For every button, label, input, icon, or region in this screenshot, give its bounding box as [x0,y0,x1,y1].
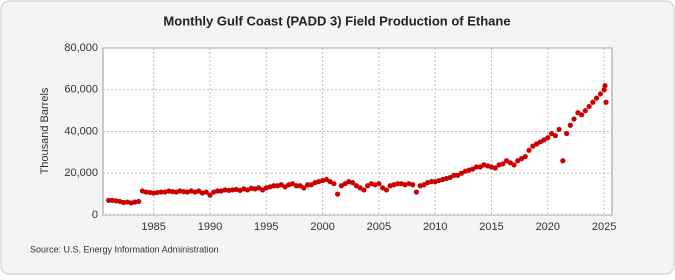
point [515,158,521,164]
point [305,182,311,188]
point [593,95,600,101]
point [271,183,277,189]
y-axis-label: Thousand Barrels [39,87,51,174]
point [564,130,570,137]
y-tick-label: 0 [92,209,98,221]
point [132,199,138,205]
point [578,112,585,118]
point [361,187,367,193]
point [552,133,558,139]
point [571,116,577,122]
point [177,188,183,194]
source: Source: U.S. Energy Information Administ… [30,244,219,254]
x-tick-label: 1985 [141,221,165,233]
point [500,161,506,167]
point [207,192,213,198]
point [380,185,386,191]
y-tick-label: 20,000 [64,167,98,179]
point [357,185,363,191]
x-tick-label: 2025 [592,221,616,233]
point [410,182,416,188]
point [567,122,573,128]
point [301,185,307,191]
point [323,176,329,183]
point [106,197,112,203]
point [350,180,356,186]
x-tick-label: 2015 [479,221,503,233]
point [293,183,299,189]
point [121,199,127,206]
point [556,126,562,133]
point [451,172,457,178]
point [586,103,592,110]
point [376,181,382,187]
x-tick-label: 2010 [423,221,447,233]
point [560,158,566,164]
point [154,189,160,196]
point [334,191,341,197]
chart-title: Monthly Gulf Coast (PADD 3) Field Produc… [163,13,510,28]
point [109,197,115,203]
point [203,189,209,195]
point [256,185,262,191]
point [166,188,172,194]
point [458,170,465,176]
point [522,153,528,160]
point [602,82,608,89]
point [158,189,164,195]
point [597,91,604,97]
point [278,182,284,188]
point [214,188,221,194]
point [136,198,142,205]
point [526,147,532,153]
point [545,135,551,141]
x-tick-label: 1990 [198,221,222,233]
point [511,162,517,168]
x-tick-label: 2020 [536,221,560,233]
point [537,139,543,145]
point [331,181,337,187]
point [590,99,596,105]
point [473,164,480,170]
point [289,181,296,187]
point [470,166,476,172]
x-tick-label: 2000 [310,221,334,233]
y-tick-label: 40,000 [64,125,98,137]
point [395,181,401,187]
x-tick-label: 2005 [367,221,391,233]
y-tick-label: 60,000 [64,84,98,96]
point [222,187,228,193]
point [447,174,453,181]
point [428,179,435,185]
x-tick-label: 1995 [254,221,278,233]
point [492,165,498,171]
point [548,130,555,137]
point [143,189,149,195]
point [503,158,510,164]
point [383,187,390,193]
point [413,189,419,195]
y-tick-label: 80,000 [64,42,98,54]
point [582,108,588,114]
point [603,99,609,105]
point [601,87,607,93]
